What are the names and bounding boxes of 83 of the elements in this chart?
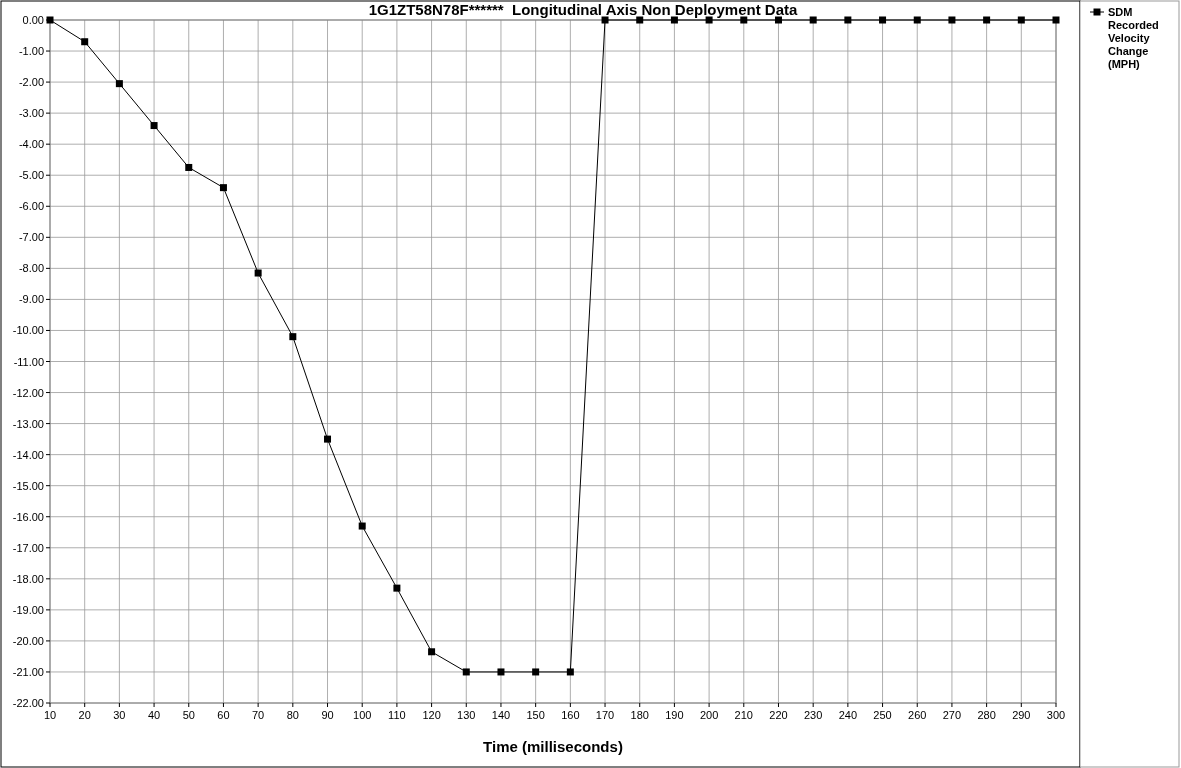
point bbox=[462, 668, 470, 676]
x-tick-label: 230 bbox=[803, 709, 823, 721]
y-tick-label: -20.00 bbox=[12, 634, 44, 647]
point bbox=[566, 668, 574, 676]
x-tick-label: 120 bbox=[422, 709, 441, 721]
x-tick-label: 270 bbox=[942, 709, 962, 721]
y-tick-label: -11.00 bbox=[13, 355, 44, 368]
y-tick-label: -8.00 bbox=[18, 262, 44, 275]
y-tick-label: -5.00 bbox=[18, 169, 44, 182]
y-tick-label: -19.00 bbox=[12, 603, 44, 616]
point bbox=[532, 668, 540, 676]
x-axis-title: Time (milliseconds) bbox=[483, 738, 623, 755]
y-tick-label: -3.00 bbox=[18, 107, 44, 120]
point bbox=[428, 648, 436, 656]
point bbox=[809, 16, 817, 24]
x-tick-label: 200 bbox=[699, 709, 719, 721]
point bbox=[844, 16, 852, 24]
y-tick-label: -21.00 bbox=[12, 665, 44, 678]
point bbox=[81, 38, 89, 46]
point bbox=[601, 16, 609, 24]
x-tick-label: 70 bbox=[252, 709, 265, 721]
x-tick-label: 90 bbox=[321, 709, 334, 721]
point bbox=[948, 16, 956, 24]
point bbox=[219, 184, 227, 192]
point bbox=[324, 435, 332, 443]
y-tick-label: -9.00 bbox=[18, 293, 44, 306]
x-tick-label: 170 bbox=[595, 709, 615, 721]
y-tick-label: -4.00 bbox=[18, 138, 44, 151]
y-tick-label: -18.00 bbox=[12, 572, 44, 585]
x-tick-label: 110 bbox=[388, 709, 406, 721]
point bbox=[150, 122, 158, 130]
x-tick-label: 210 bbox=[734, 709, 753, 721]
y-tick-label: -6.00 bbox=[18, 200, 44, 213]
legend-label: SDM Recorded Velocity Change (MPH) bbox=[1108, 6, 1159, 70]
x-tick-label: 40 bbox=[147, 709, 161, 721]
point bbox=[115, 80, 123, 88]
point bbox=[497, 668, 505, 676]
y-tick-label: -22.00 bbox=[12, 697, 44, 709]
x-tick-label: 300 bbox=[1046, 709, 1066, 721]
point bbox=[636, 16, 644, 24]
point bbox=[358, 522, 366, 530]
y-tick-label: -7.00 bbox=[18, 231, 44, 244]
y-tick-label: -14.00 bbox=[12, 448, 44, 461]
point bbox=[393, 584, 401, 592]
x-tick-label: 220 bbox=[769, 709, 788, 721]
point bbox=[254, 269, 262, 277]
x-tick-label: 190 bbox=[665, 709, 684, 721]
y-tick-label: -2.00 bbox=[18, 76, 44, 89]
point bbox=[879, 16, 887, 24]
x-tick-label: 10 bbox=[43, 709, 57, 721]
y-tick-label: -10.00 bbox=[12, 324, 44, 337]
x-tick-label: 20 bbox=[78, 709, 91, 721]
x-tick-label: 60 bbox=[217, 709, 230, 721]
y-tick-label: -13.00 bbox=[12, 417, 44, 430]
x-tick-label: 30 bbox=[113, 709, 126, 721]
x-tick-label: 130 bbox=[457, 709, 476, 721]
y-tick-label: -12.00 bbox=[12, 386, 44, 399]
point bbox=[1052, 16, 1060, 24]
x-tick-label: 260 bbox=[908, 709, 927, 721]
x-tick-label: 180 bbox=[630, 709, 649, 721]
y-tick-label: -16.00 bbox=[12, 510, 44, 523]
y-tick-label: -1.00 bbox=[18, 45, 44, 58]
point bbox=[983, 16, 991, 24]
x-tick-label: 100 bbox=[353, 709, 372, 721]
point bbox=[185, 163, 193, 171]
point bbox=[289, 333, 297, 341]
point bbox=[1017, 16, 1025, 24]
y-tick-label: 0.00 bbox=[22, 14, 44, 26]
x-tick-label: 240 bbox=[838, 709, 858, 721]
x-tick-label: 250 bbox=[873, 709, 892, 721]
x-tick-label: 150 bbox=[526, 709, 545, 721]
x-tick-label: 160 bbox=[561, 709, 580, 721]
y-tick-label: -17.00 bbox=[12, 541, 44, 554]
x-tick-label: 80 bbox=[286, 709, 299, 721]
point bbox=[913, 16, 921, 24]
x-tick-label: 280 bbox=[977, 709, 996, 721]
point bbox=[670, 16, 678, 24]
x-tick-label: 50 bbox=[182, 709, 195, 721]
x-tick-label: 290 bbox=[1012, 709, 1031, 721]
x-tick-label: 140 bbox=[491, 709, 511, 721]
chart-title: 1G1ZT58N78F****** Longitudinal Axis Non Deployment Data bbox=[368, 1, 798, 18]
y-tick-label: -15.00 bbox=[12, 479, 44, 492]
point bbox=[774, 16, 782, 24]
